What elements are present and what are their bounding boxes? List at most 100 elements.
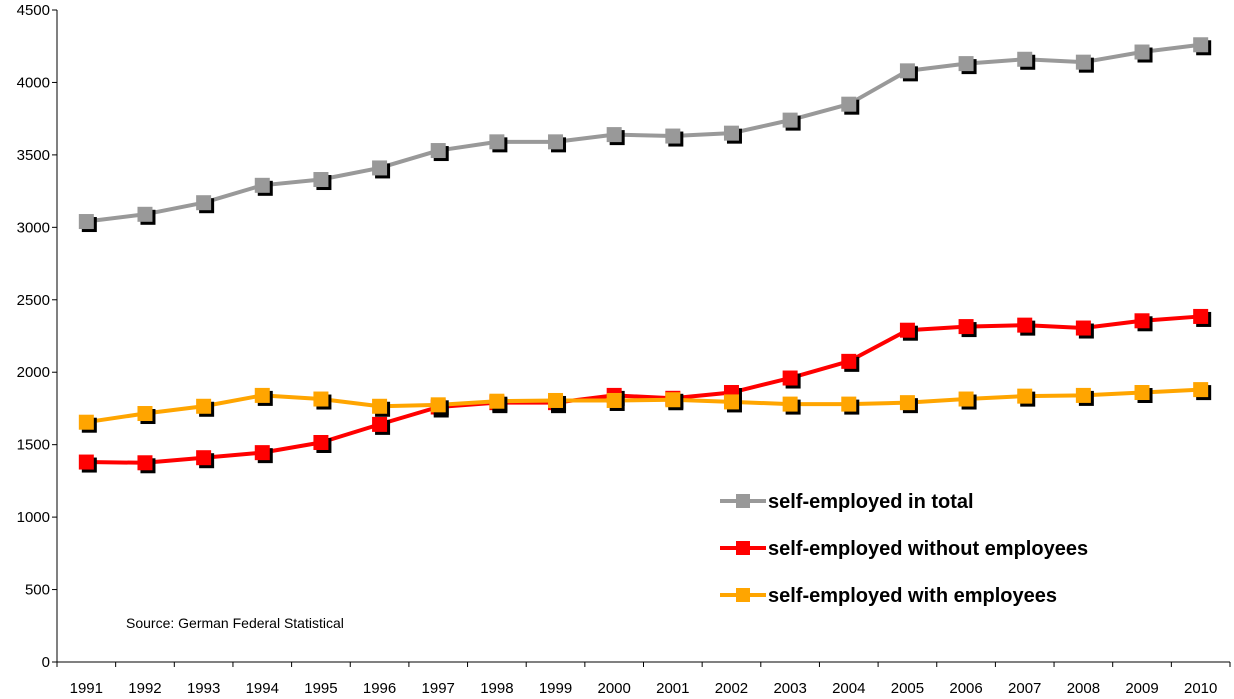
legend-label: self-employed without employees [768,538,1088,560]
legend-swatch-marker [736,541,750,555]
data-point [489,393,508,412]
data-point-marker [313,172,329,188]
series-3 [78,382,1212,433]
data-point [313,434,332,453]
x-tick-label: 1997 [422,680,455,697]
data-point [723,125,742,144]
data-point [1134,44,1153,63]
data-point [372,416,391,435]
data-point-marker [782,370,798,386]
legend-item: self-employed without employees [720,538,1088,560]
data-point-marker [723,125,739,141]
data-point-marker [372,398,388,414]
data-point-marker [489,134,505,150]
data-point-marker [1193,382,1209,398]
data-point-marker [254,387,270,403]
data-point [1017,388,1036,407]
legend-label: self-employed with employees [768,585,1057,607]
data-point [782,370,801,389]
data-point [313,391,332,410]
legend-label: self-employed in total [768,491,974,513]
data-point [489,134,508,153]
data-point [196,398,215,417]
data-point-marker [1017,388,1033,404]
data-point-marker [606,392,622,408]
data-point-marker [958,56,974,72]
data-point-marker [313,391,329,407]
data-point [137,455,156,474]
data-point-marker [196,195,212,211]
data-point [665,128,684,147]
data-point [1134,385,1153,404]
y-tick-label: 3000 [17,219,50,236]
data-point-marker [782,396,798,412]
data-point-marker [1193,308,1209,324]
x-tick-label: 2009 [1125,680,1158,697]
series-line [86,314,1201,465]
data-point-marker [958,391,974,407]
data-point [372,160,391,179]
x-tick-label: 1991 [70,680,103,697]
data-point [1017,51,1036,70]
data-point-marker [548,392,564,408]
legend: self-employed in total self-employed with… [720,491,1088,607]
x-tick-label: 1992 [128,680,161,697]
x-tick-label: 2006 [949,680,982,697]
data-point [137,206,156,225]
y-tick-label: 0 [42,654,50,671]
data-point [78,454,97,473]
legend-item: self-employed in total [720,491,974,513]
data-point-marker [78,414,94,430]
y-tick-label: 3500 [17,147,50,164]
legend-item: self-employed with employees [720,585,1057,607]
y-tick-label: 4000 [17,74,50,91]
data-point [430,397,449,416]
y-axis-ticks: 0 500 1000 1500 2000 2500 3000 3500 4000 4500 [17,2,57,671]
data-point-marker [313,434,329,450]
y-tick-label: 2000 [17,364,50,381]
data-point [841,396,860,415]
data-point [1075,320,1094,339]
data-point-marker [1017,317,1033,333]
x-tick-label: 2008 [1067,680,1100,697]
x-tick-label: 2003 [773,680,806,697]
data-point [137,406,156,425]
data-point [606,392,625,411]
data-point [958,56,977,75]
data-point-marker [782,112,798,128]
data-point [78,214,97,233]
data-point-marker [137,206,153,222]
data-point-marker [899,322,915,338]
data-point [1017,317,1036,336]
data-point-marker [1075,320,1091,336]
series-1 [78,37,1212,233]
data-point-marker [606,127,622,143]
y-tick-label: 500 [25,582,50,599]
series-line [86,42,1201,224]
series-layer [78,37,1212,474]
y-tick-label: 1000 [17,509,50,526]
data-point [782,396,801,415]
data-point [958,319,977,338]
x-tick-label: 2005 [891,680,924,697]
axes [56,10,1230,663]
data-point-marker [78,214,94,230]
data-point-marker [958,319,974,335]
data-point [841,353,860,372]
data-point [372,398,391,417]
x-tick-label: 1993 [187,680,220,697]
data-point-marker [723,394,739,410]
data-point-marker [1075,54,1091,70]
data-point-marker [841,96,857,112]
data-point-marker [254,177,270,193]
x-tick-label: 1996 [363,680,396,697]
data-point-marker [430,143,446,159]
legend-swatch-marker [736,588,750,602]
data-point [430,143,449,162]
y-tick-label: 2500 [17,292,50,309]
data-point [1134,313,1153,332]
data-point [548,134,567,153]
x-tick-label: 1999 [539,680,572,697]
data-point-marker [196,398,212,414]
